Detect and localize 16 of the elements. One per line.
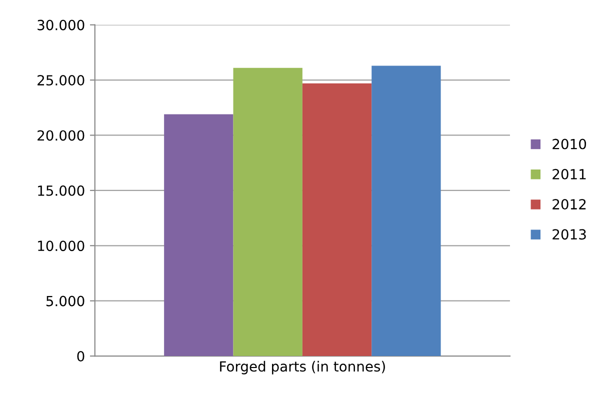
y-tick-label: 30.000 xyxy=(38,20,84,30)
bar xyxy=(372,66,441,356)
y-tick-label: 5.000 xyxy=(46,296,84,306)
bar xyxy=(302,83,372,356)
legend-label: 2010 xyxy=(552,138,586,150)
y-tick-label: 25.000 xyxy=(38,75,84,86)
y-tick-label: 20.000 xyxy=(38,130,84,141)
legend-label: 2011 xyxy=(552,168,586,180)
y-tick-label: 10.000 xyxy=(38,240,84,252)
bar xyxy=(233,68,302,356)
bar xyxy=(164,114,234,356)
legend-label: 2013 xyxy=(552,229,586,240)
x-tick-label: Forged parts (in tonnes) xyxy=(220,360,385,374)
y-tick-label: 0 xyxy=(77,351,84,362)
legend-label: 2012 xyxy=(552,199,586,210)
y-tick-label: 15.000 xyxy=(38,185,84,196)
